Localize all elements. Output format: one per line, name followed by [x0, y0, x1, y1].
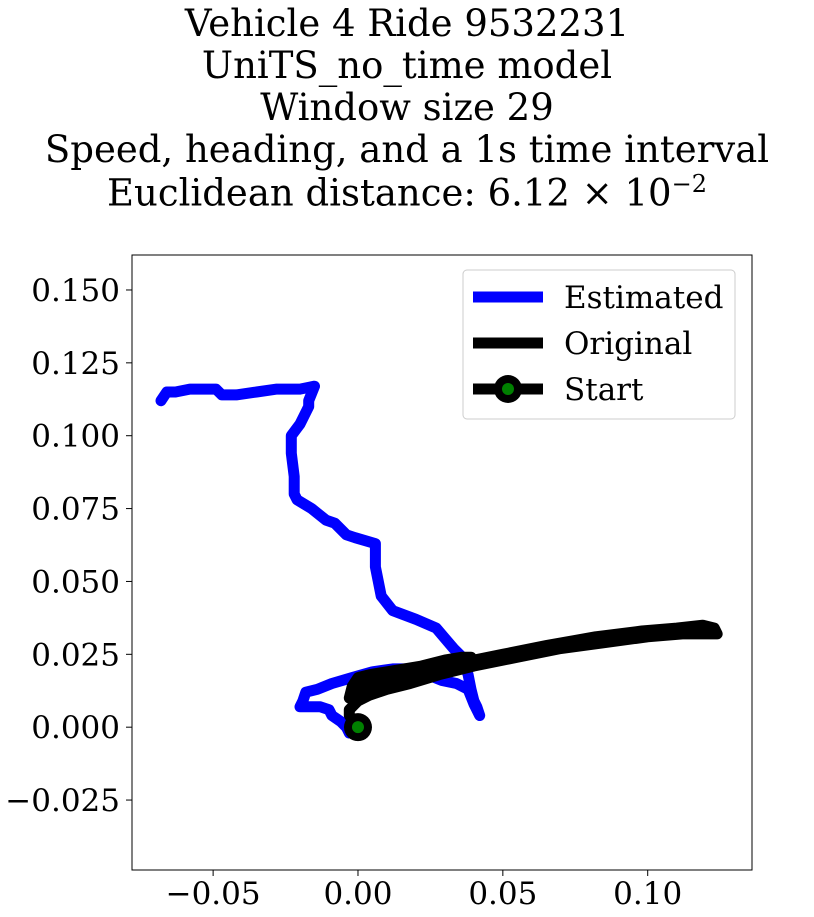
distance-mantissa: 6.12 — [487, 171, 570, 215]
y-tick-label: 0.050 — [31, 564, 120, 600]
y-tick-label: −0.025 — [5, 783, 120, 819]
x-tick-label: −0.05 — [166, 876, 261, 912]
plot-frame — [131, 254, 753, 871]
chart-title-line-4: Speed, heading, and a 1s time interval — [44, 128, 770, 171]
distance-label: Euclidean distance: — [107, 171, 488, 215]
y-tick-label: 0.150 — [31, 273, 120, 309]
chart-title-line-2: UniTS_no_time model — [201, 44, 613, 87]
legend-label-start: Start — [564, 372, 644, 408]
chart-title-line-3: Window size 29 — [260, 86, 554, 129]
legend-box — [462, 269, 736, 420]
ticks-layer: −0.05 0.00 0.05 0.10 −0.025 0.000 0.025 0.050 0.… — [5, 273, 682, 912]
y-tick-label: 0.025 — [31, 637, 120, 673]
legend-start-marker-inner — [502, 383, 514, 395]
distance-exponent: −2 — [671, 170, 707, 198]
legend-label-estimated: Estimated — [564, 280, 723, 316]
start-marker-inner — [351, 721, 364, 734]
distance-times: × 10 — [569, 171, 672, 215]
series-line-original — [343, 619, 723, 733]
y-tick-label: 0.100 — [31, 419, 120, 455]
series-line-estimated — [155, 380, 486, 739]
y-tick-label: 0.125 — [31, 346, 120, 382]
chart-title-distance: Euclidean distance: 6.12 × 10−2 — [0, 170, 814, 214]
x-tick-label: 0.10 — [613, 876, 682, 912]
chart-title-line-1: Vehicle 4 Ride 9532231 — [184, 2, 630, 45]
series-layer — [155, 380, 723, 742]
x-tick-label: 0.00 — [323, 876, 392, 912]
y-tick-label: 0.000 — [31, 710, 120, 746]
y-tick-label: 0.075 — [31, 492, 120, 528]
legend: Estimated Original Start — [462, 269, 736, 420]
legend-label-original: Original — [564, 326, 692, 362]
x-tick-label: 0.05 — [468, 876, 537, 912]
